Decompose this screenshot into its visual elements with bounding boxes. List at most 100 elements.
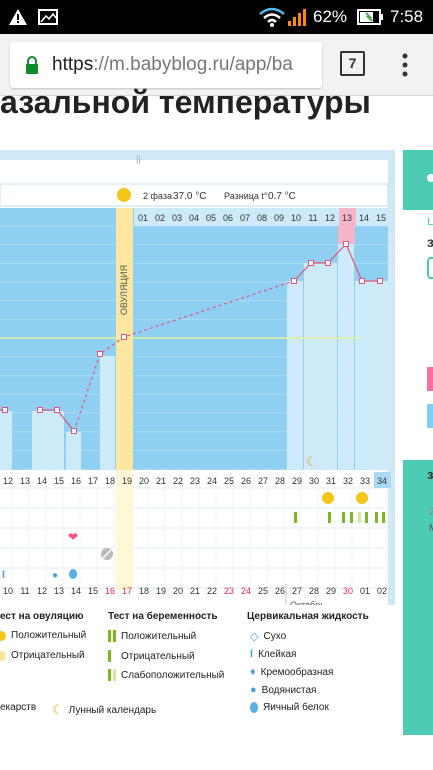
cycle-day: 22 [173,476,183,486]
pill-icon-line [102,549,112,559]
cycle-day: 33 [360,476,370,486]
pregnancy-test-bar [358,512,361,523]
date-label: 27 [292,586,302,596]
cycle-day: 17 [88,476,98,486]
positive-dot-icon [0,630,6,641]
diff-label: Разница t° [224,191,268,201]
cycle-day: 32 [343,476,353,486]
panel-card: L з з 2 M [403,210,433,534]
moon-icon: ☾ [306,454,318,469]
url-text: https://m.babyblog.ru/app/ba [52,54,293,75]
side-panel[interactable]: L з з 2 M [403,150,433,735]
legend-pregnancy-negative: Отрицательный [108,650,195,662]
date-label: 16 [105,586,115,596]
temp-line-dashed [73,280,295,432]
legend-label: Клейкая [258,648,297,660]
page-title: азальной температуры [0,84,371,120]
battery-percent: 62% [313,7,348,26]
date-label: 15 [88,586,98,596]
ovulation-label: ОВУЛЯЦИЯ [119,265,129,315]
panel-blue-button[interactable] [427,404,433,428]
ovulation-column-lower [116,470,133,590]
temp-point [308,260,314,266]
watery-drop-icon: ● [52,570,58,581]
legend-lunar: ☾ Лунный календарь [52,702,156,718]
temp-point [343,241,349,247]
date-label: 17 [122,586,132,596]
legend-cervical-eggwhite: Яичный белок [250,702,329,713]
cycle-day: 19 [122,476,132,486]
legend-cervical-watery: ● Водянистая [250,684,316,696]
cycle-day: 12 [3,476,13,486]
temp-point [2,407,8,413]
wifi-icon [258,0,286,34]
address-bar[interactable]: https://m.babyblog.ru/app/ba [10,42,322,88]
day-number: 04 [189,213,199,223]
cycle-day: 34 [377,476,387,486]
water-drop-icon: ● [250,684,257,696]
cycle-day: 21 [156,476,166,486]
panel-dot [427,174,433,182]
day-number: 08 [257,213,267,223]
temp-bar [338,244,354,470]
menu-icon[interactable] [400,52,410,78]
heart-icon: ❤ [68,530,78,544]
temp-bar [287,281,303,470]
legend-ovulation-title: ест на овуляцию [0,611,84,622]
warning-icon [8,0,28,34]
lock-icon [24,55,40,80]
date-label: 28 [309,586,319,596]
date-label: 29 [326,586,336,596]
scroll-handle: || [136,154,141,164]
negative-dot-icon [0,650,6,661]
day-number: 10 [291,213,301,223]
pregnancy-test-bar [328,512,331,523]
temp-point [377,278,383,284]
panel-text: з [427,234,433,250]
legend-label: Отрицательный [11,650,85,661]
double-bar-icon [108,630,116,642]
day-number: 14 [359,213,369,223]
temp-bar [66,432,81,470]
cycle-day: 23 [190,476,200,486]
current-day-cell [374,472,391,488]
cycle-day: 15 [54,476,64,486]
temp-bar [100,356,115,470]
cycle-day: 30 [309,476,319,486]
legend-cervical-creamy: ♦ Кремообразная [250,666,333,678]
day-number: 03 [172,213,182,223]
legend-label: Отрицательный [121,650,195,662]
cycle-day: 16 [71,476,81,486]
legend: ест на овуляцию Положительный Отрицатель… [0,605,395,730]
panel-pink-button[interactable] [427,367,433,391]
cycle-day: 29 [292,476,302,486]
ovulation-sun-icon [117,188,131,202]
temp-point [291,278,297,284]
weak-bar-icon [108,669,116,681]
temp-bar [355,281,388,470]
legend-label: Лунный календарь [68,704,157,716]
hourglass-icon: I [250,648,254,660]
date-label: 20 [173,586,183,596]
legend-label: Слабоположительный [121,669,225,681]
day-number: 13 [342,213,352,223]
panel-text: L [427,216,433,228]
date-label: 30 [343,586,353,596]
day-number: 07 [240,213,250,223]
temp-point [121,334,127,340]
day-number: 05 [206,213,216,223]
battery-icon [357,0,385,34]
tab-switcher-button[interactable]: 7 [340,51,365,76]
date-label: 19 [156,586,166,596]
panel-text: 2 [429,507,433,518]
panel-button[interactable] [427,257,433,279]
day-number: 12 [325,213,335,223]
legend-cervical-title: Цервикальная жидкость [247,611,369,622]
creamy-drop-icon: ♦ [250,666,256,678]
day-number: 11 [308,213,317,223]
pregnancy-test-bar [365,512,368,523]
cycle-day: 13 [20,476,30,486]
diff-value: 0.7 °C [268,191,296,202]
temp-bar [32,411,64,470]
legend-medicines: екарств [0,702,36,713]
